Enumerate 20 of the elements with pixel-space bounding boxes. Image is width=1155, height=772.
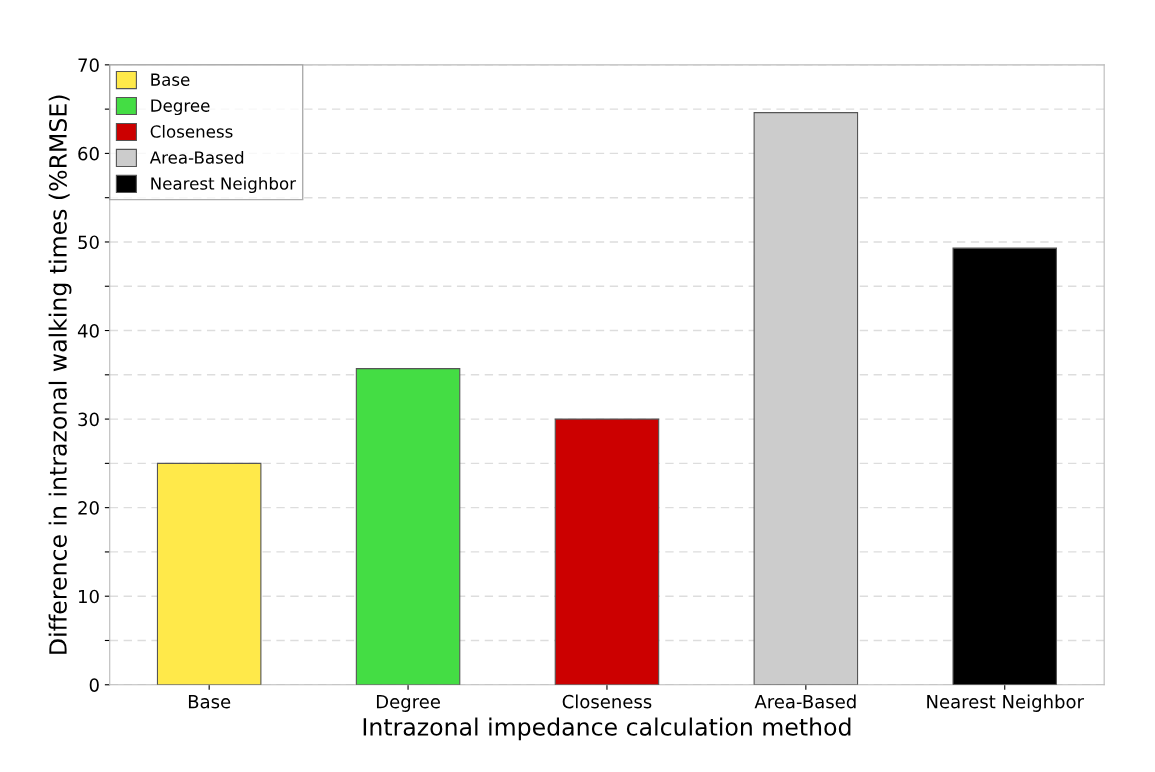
y-tick-label: 30 bbox=[78, 412, 99, 427]
legend-label: Area-Based bbox=[149, 150, 244, 164]
y-tick-label: 20 bbox=[78, 501, 99, 515]
y-axis-title: Difference in intrazonal walking times (%RMSE) bbox=[48, 95, 72, 654]
legend-label: Nearest Neighbor bbox=[151, 176, 297, 194]
y-tick-label: 50 bbox=[78, 235, 99, 250]
x-tick-label: Base bbox=[188, 695, 231, 709]
y-tick-label: 60 bbox=[78, 146, 99, 161]
y-tick-label: 0 bbox=[89, 678, 99, 692]
y-tick-label: 40 bbox=[77, 323, 99, 338]
x-tick-label: Degree bbox=[376, 695, 440, 712]
x-axis-title: Intrazonal impedance calculation method bbox=[363, 717, 851, 741]
legend-label: Closeness bbox=[150, 124, 233, 138]
x-tick-label: Area-Based bbox=[754, 694, 856, 709]
x-tick-label: Closeness bbox=[562, 694, 652, 709]
legend-label: Degree bbox=[151, 99, 210, 116]
y-tick-label: 10 bbox=[79, 589, 99, 604]
x-tick-label: Nearest Neighbor bbox=[927, 694, 1084, 712]
legend-label: Base bbox=[151, 73, 190, 86]
y-tick-label: 70 bbox=[78, 58, 99, 72]
